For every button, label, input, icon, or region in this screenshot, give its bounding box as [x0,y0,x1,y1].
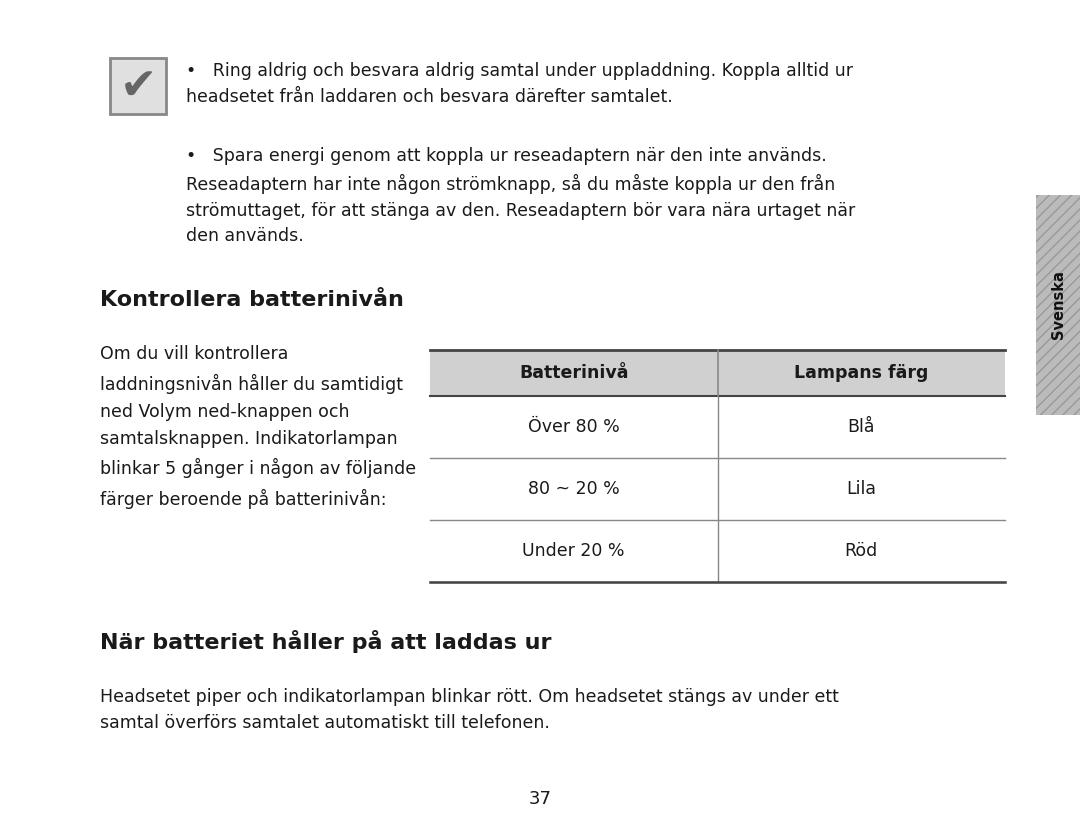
Text: Röd: Röd [845,542,878,560]
Text: Blå: Blå [848,418,875,436]
FancyBboxPatch shape [430,350,1005,396]
Text: 80 ~ 20 %: 80 ~ 20 % [528,480,620,498]
Text: Lampans färg: Lampans färg [794,364,929,382]
Text: Lila: Lila [847,480,876,498]
Text: Svenska: Svenska [1051,270,1066,339]
Text: Om du vill kontrollera
laddningsnivån håller du samtidigt
ned Volym ned-knappen : Om du vill kontrollera laddningsnivån hå… [100,345,416,509]
Text: 37: 37 [528,790,552,808]
Text: Kontrollera batterinivån: Kontrollera batterinivån [100,290,404,310]
Text: ✔: ✔ [120,65,157,108]
FancyBboxPatch shape [1036,195,1080,415]
Text: Över 80 %: Över 80 % [528,418,620,436]
Text: •   Ring aldrig och besvara aldrig samtal under uppladdning. Koppla alltid ur
he: • Ring aldrig och besvara aldrig samtal … [186,62,853,106]
Text: Headsetet piper och indikatorlampan blinkar rött. Om headsetet stängs av under e: Headsetet piper och indikatorlampan blin… [100,688,839,732]
Text: Batterinivå: Batterinivå [519,364,629,382]
Text: När batteriet håller på att laddas ur: När batteriet håller på att laddas ur [100,630,552,653]
Text: Under 20 %: Under 20 % [523,542,625,560]
Text: •   Spara energi genom att koppla ur reseadaptern när den inte används.
Reseadap: • Spara energi genom att koppla ur resea… [186,147,855,245]
FancyBboxPatch shape [110,58,166,114]
